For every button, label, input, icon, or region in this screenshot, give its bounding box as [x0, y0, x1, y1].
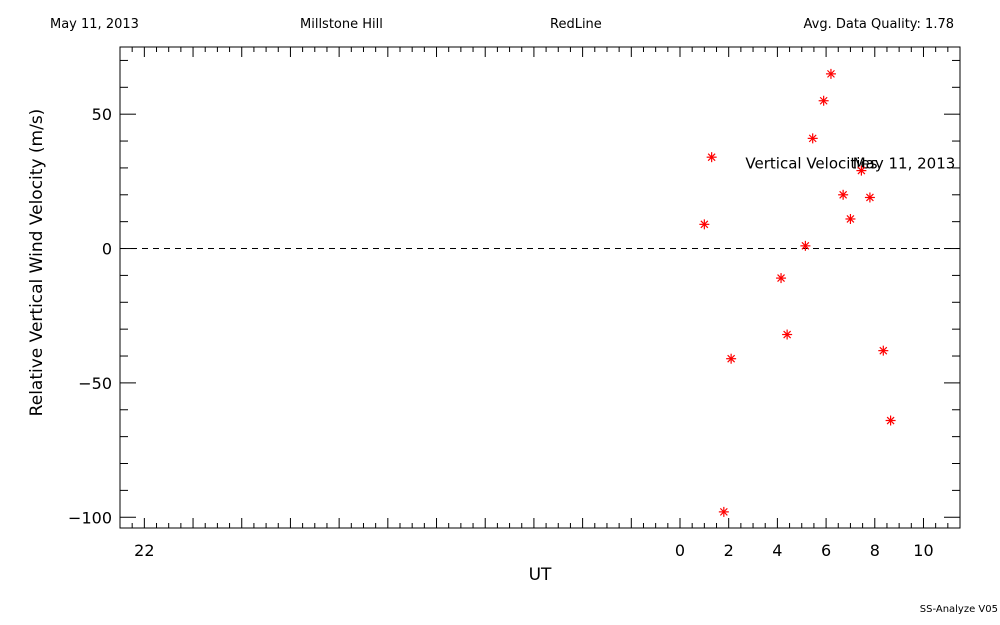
data-point	[885, 415, 896, 426]
x-tick-label: 2	[724, 541, 734, 560]
data-point-stroke	[783, 330, 792, 339]
x-tick-label: 0	[675, 541, 685, 560]
data-point-stroke	[846, 215, 855, 223]
chart-annotation: Vertical Velocities	[745, 155, 877, 173]
data-point	[864, 192, 875, 203]
x-tick-label: 8	[870, 541, 880, 560]
data-point-stroke	[777, 274, 785, 283]
data-point	[800, 240, 811, 251]
data-point	[818, 95, 829, 106]
header-instrument: RedLine	[550, 17, 602, 32]
y-tick-label: −100	[68, 508, 112, 527]
chart-annotation: May 11, 2013	[853, 155, 956, 173]
header-site: Millstone Hill	[300, 17, 383, 32]
y-tick-label: 50	[92, 105, 112, 124]
data-point-stroke	[865, 193, 874, 202]
plot-frame	[119, 46, 961, 529]
data-point	[838, 189, 849, 200]
data-point-stroke	[727, 354, 736, 363]
data-point-stroke	[719, 507, 728, 516]
data-point	[878, 345, 889, 356]
data-point	[776, 273, 787, 284]
x-tick-label: 4	[772, 541, 782, 560]
data-point	[718, 506, 729, 517]
data-point	[825, 68, 836, 79]
x-tick-label: 6	[821, 541, 831, 560]
y-axis-label: Relative Vertical Wind Velocity (m/s)	[27, 109, 47, 417]
data-point-stroke	[886, 416, 895, 425]
data-point-stroke	[857, 166, 866, 175]
data-point-stroke	[808, 134, 817, 143]
x-tick-label: 10	[913, 541, 933, 560]
data-point-stroke	[801, 241, 810, 250]
data-point	[706, 152, 717, 163]
data-point	[782, 329, 793, 340]
data-point	[856, 165, 867, 176]
axes-layer: 22 0 2 4 6 8 10 −100 −50 0 50 UT Relative Vertical W…	[27, 46, 961, 585]
x-axis-label: UT	[529, 565, 552, 585]
data-point-stroke	[827, 69, 835, 78]
data-point	[807, 133, 818, 144]
x-tick-label: 22	[134, 541, 154, 560]
data-point-stroke	[700, 220, 709, 229]
data-point-stroke	[879, 346, 888, 355]
data-point	[845, 213, 856, 224]
y-tick-label: 0	[102, 240, 112, 259]
data-point-stroke	[707, 153, 716, 162]
data-point-stroke	[819, 96, 828, 105]
data-point-stroke	[839, 190, 848, 199]
y-tick-label: −50	[78, 374, 112, 393]
version-label: SS-Analyze V05	[919, 604, 998, 615]
data-point	[699, 219, 710, 230]
data-point	[726, 353, 737, 364]
header-quality: Avg. Data Quality: 1.78	[803, 17, 954, 32]
header-date: May 11, 2013	[50, 17, 139, 32]
